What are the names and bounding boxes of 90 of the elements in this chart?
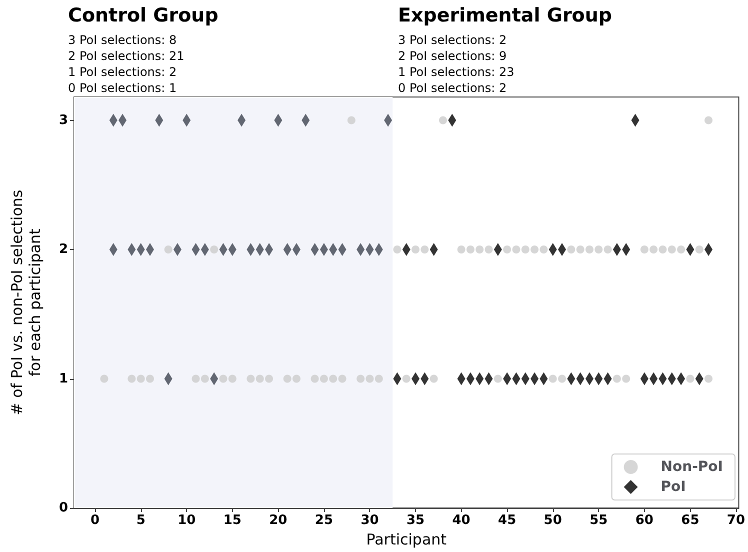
point — [146, 374, 154, 383]
x-axis-title: Participant — [366, 530, 447, 548]
point — [622, 374, 630, 383]
point — [338, 374, 346, 383]
point — [466, 246, 474, 254]
point — [430, 374, 438, 383]
point — [686, 374, 694, 383]
point — [677, 246, 686, 254]
point — [210, 246, 218, 254]
point — [320, 374, 328, 383]
point — [640, 246, 648, 254]
point — [100, 374, 108, 383]
x-tick-label: 30 — [360, 513, 379, 528]
text: 3 PoI selections: 8 — [68, 33, 177, 47]
text: 1 PoI selections: 2 — [68, 65, 177, 79]
y-tick-label: 3 — [58, 112, 68, 128]
point — [604, 246, 612, 254]
point — [503, 246, 512, 254]
point — [393, 246, 402, 254]
point — [668, 246, 676, 254]
text: 2 PoI selections: 9 — [398, 49, 507, 63]
point — [576, 246, 584, 254]
point — [292, 374, 300, 383]
text: 0 PoI selections: 1 — [68, 81, 177, 95]
point — [329, 374, 338, 383]
point — [347, 116, 356, 124]
point — [412, 246, 420, 254]
x-tick-label: 15 — [223, 513, 242, 528]
point — [530, 246, 539, 254]
point — [164, 246, 172, 254]
x-tick-label: 65 — [681, 513, 700, 528]
legend-label: Non-PoI — [660, 459, 724, 475]
point — [219, 374, 228, 383]
point — [612, 374, 621, 383]
point — [374, 374, 383, 383]
y-tick-label: 0 — [58, 500, 68, 516]
point — [650, 246, 658, 254]
point — [402, 374, 410, 383]
y-tick-label: 2 — [58, 242, 68, 258]
point — [457, 246, 466, 254]
x-tick-label: 70 — [726, 513, 746, 528]
point — [366, 374, 374, 383]
text: 3 PoI selections: 2 — [398, 33, 507, 47]
point — [704, 116, 713, 124]
point — [310, 374, 319, 383]
point — [567, 246, 576, 254]
x-tick-label: 25 — [314, 513, 334, 528]
x-tick-label: 50 — [544, 513, 562, 528]
point — [540, 246, 548, 254]
text: Experimental Group — [398, 4, 612, 26]
point — [420, 246, 429, 254]
point — [494, 374, 502, 383]
point — [246, 374, 255, 383]
y-tick-label: 1 — [58, 371, 68, 386]
x-tick-label: 40 — [452, 513, 470, 528]
legend-label: PoI — [660, 479, 686, 495]
point — [200, 374, 209, 383]
y-axis-title: # of PoI vs. non-PoI selections for each participant — [8, 190, 44, 416]
x-tick-label: 45 — [498, 513, 516, 528]
point — [356, 374, 365, 383]
point — [548, 374, 557, 383]
point — [265, 374, 274, 383]
point — [658, 246, 667, 254]
point — [484, 246, 493, 254]
x-tick-label: 10 — [178, 513, 196, 528]
point — [558, 374, 566, 383]
point — [438, 116, 447, 124]
point — [521, 246, 530, 254]
text: 0 PoI selections: 2 — [398, 81, 507, 95]
text: 2 PoI selections: 21 — [68, 49, 184, 63]
x-tick-label: 35 — [406, 513, 425, 528]
point — [283, 374, 292, 383]
x-tick-label: 20 — [269, 513, 288, 528]
point — [256, 374, 264, 383]
point — [695, 246, 704, 254]
x-tick-label: 5 — [136, 513, 146, 528]
text: 1 PoI selections: 23 — [398, 65, 514, 79]
point — [704, 374, 713, 383]
point — [228, 374, 236, 383]
x-tick-label: 0 — [90, 513, 100, 528]
x-tick-label: 60 — [635, 513, 654, 528]
point — [192, 374, 200, 383]
x-tick-label: 55 — [590, 513, 608, 528]
point — [585, 246, 594, 254]
point — [594, 246, 603, 254]
point — [476, 246, 484, 254]
point — [512, 246, 520, 254]
text: Control Group — [68, 4, 218, 26]
point — [136, 374, 145, 383]
point — [128, 374, 136, 383]
